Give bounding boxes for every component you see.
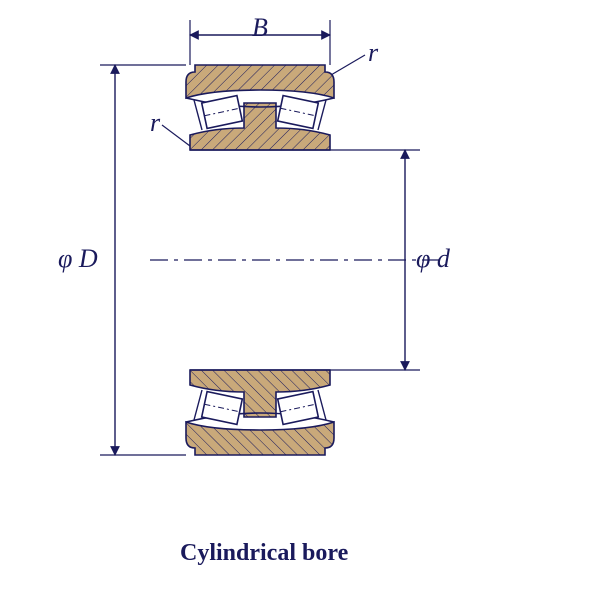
label-phid: φ d <box>416 244 450 274</box>
label-r-side: r <box>150 108 160 138</box>
outer-ring-top <box>186 65 334 98</box>
leader-r-side <box>162 125 190 146</box>
cage-top <box>318 100 326 130</box>
cage-top <box>194 100 202 130</box>
label-r-top: r <box>368 38 378 68</box>
outer-ring-bottom <box>186 422 334 455</box>
caption: Cylindrical bore <box>180 540 348 567</box>
roller-top-left <box>202 96 243 129</box>
label-B: B <box>252 13 268 43</box>
bearing-diagram <box>0 0 600 600</box>
roller-top-right <box>278 96 319 129</box>
label-phiD: φ D <box>58 244 98 274</box>
leader-r-top <box>331 55 365 75</box>
